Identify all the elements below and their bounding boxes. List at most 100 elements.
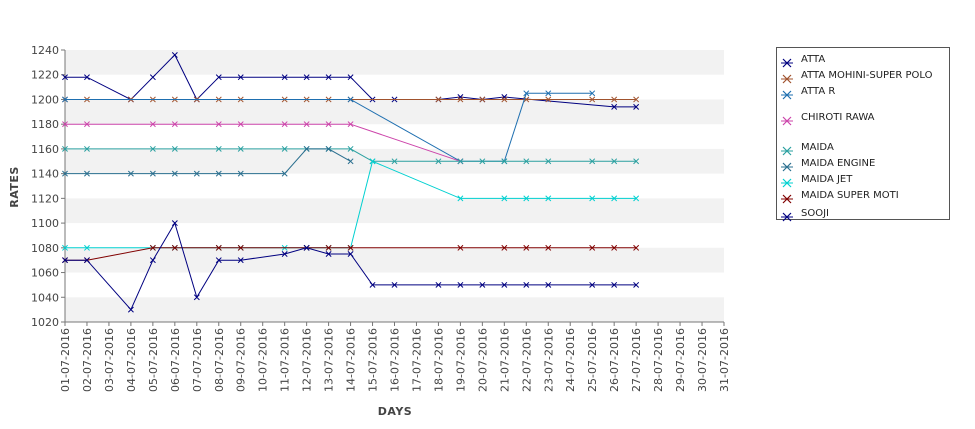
data-point [193,170,200,177]
data-point [501,281,508,288]
data-point [633,158,640,165]
data-point [501,244,508,251]
y-axis-ticks: 1020 1040 1060 1080 1100 1120 1140 1160 1180 1200… [31,44,65,329]
data-point [479,158,486,165]
y-tick-label: 1120 [31,192,59,205]
data-point [149,145,156,152]
data-point [633,103,640,110]
data-point [237,244,244,251]
data-point [347,121,354,128]
data-point [127,170,134,177]
x-tick-label: 26-07-2016 [608,328,621,392]
data-point [193,294,200,301]
x-tick-label: 27-07-2016 [630,328,643,392]
series-line [65,148,351,175]
data-point [325,121,332,128]
data-point [369,158,376,165]
data-point [237,121,244,128]
legend-label: ATTA MOHINI-SUPER POLO [801,70,933,81]
data-point [215,121,222,128]
data-point [545,96,552,103]
y-tick-label: 1140 [31,168,59,181]
legend-marker-icon [781,70,793,84]
data-point [325,251,332,257]
data-point [611,158,618,165]
x-tick-label: 29-07-2016 [674,328,687,392]
data-point [523,158,530,165]
data-point [589,281,596,288]
x-tick-label: 20-07-2016 [476,328,489,392]
y-tick-label: 1220 [31,69,59,82]
x-tick-label: 24-07-2016 [564,328,577,392]
legend-label: MAIDA JET [801,174,853,185]
legend-marker-icon [781,174,793,188]
data-point [545,195,552,202]
grid-bands [65,50,724,322]
x-tick-label: 04-07-2016 [125,328,138,392]
data-point [523,281,530,288]
data-point [347,96,354,103]
series-maida-engine [62,145,354,177]
data-point [347,145,354,152]
data-point [457,195,464,202]
data-point [171,170,178,177]
data-point [633,244,640,251]
data-point [347,74,354,81]
x-tick-label: 21-07-2016 [498,328,511,392]
series-line [65,247,637,261]
chart-legend: ATTA ATTA MOHINI-SUPER POLO ATTA R CHIROTI … [776,47,950,222]
legend-marker-icon [781,54,793,68]
data-point [325,74,332,81]
x-tick-label: 17-07-2016 [410,328,423,392]
data-point [611,281,618,288]
series-chiroti-rawa [62,121,464,165]
data-point [501,94,508,100]
data-point [347,251,354,257]
data-point [611,195,618,202]
data-point [611,96,618,103]
legend-label: MAIDA ENGINE [801,158,876,169]
data-point [633,195,640,202]
data-point [281,121,288,128]
data-point [435,96,442,103]
data-point [545,90,552,97]
data-point [435,281,442,288]
x-tick-label: 01-07-2016 [59,328,72,392]
data-point [62,145,68,152]
data-point [171,121,178,128]
data-point [281,251,288,257]
data-point [523,195,530,202]
x-tick-label: 07-07-2016 [191,328,204,392]
data-point [62,257,68,264]
legend-label: CHIROTI RAWA [801,112,875,123]
legend-marker-icon [781,158,793,172]
data-point [303,121,310,128]
y-tick-label: 1100 [31,217,59,230]
data-point [435,158,442,165]
data-point [62,244,68,251]
data-point [479,96,486,103]
data-point [589,158,596,165]
data-point [62,170,68,177]
legend-marker-icon [781,86,793,100]
x-tick-label: 30-07-2016 [696,328,709,392]
data-point [84,145,90,152]
data-point [325,145,332,152]
data-point [149,257,156,264]
x-tick-label: 09-07-2016 [235,328,248,392]
legend-label: ATTA R [801,86,836,97]
data-point [457,158,464,165]
grid-band [65,198,724,224]
x-tick-label: 13-07-2016 [323,328,336,392]
data-point [479,281,486,288]
x-axis-ticks: 01-07-2016 02-07-2016 03-07-2016 04-07-2016… [59,322,731,392]
data-point [303,74,310,81]
y-tick-label: 1160 [31,143,59,156]
x-tick-label: 31-07-2016 [718,328,731,392]
data-point [325,244,332,251]
data-point [171,220,178,227]
legend-label: MAIDA SUPER MOTI [801,190,899,201]
grid-band [65,50,724,75]
data-point [523,244,530,251]
